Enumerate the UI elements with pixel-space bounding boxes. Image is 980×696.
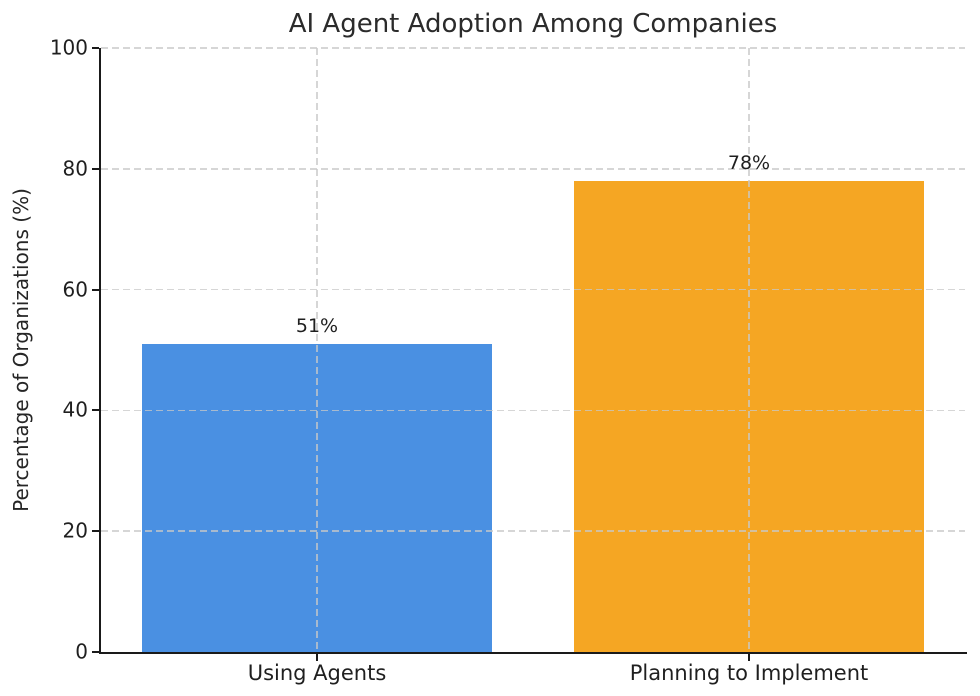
y-tick-mark xyxy=(92,651,99,653)
y-tick-label: 20 xyxy=(62,518,88,543)
horizontal-gridline xyxy=(101,409,965,412)
y-tick-label: 40 xyxy=(62,397,88,422)
y-tick-mark xyxy=(92,288,99,291)
y-axis-spine xyxy=(99,48,101,654)
y-tick-label: 0 xyxy=(75,639,88,664)
y-axis-label: Percentage of Organizations (%) xyxy=(9,188,33,512)
vertical-gridline xyxy=(316,48,318,652)
y-tick-mark xyxy=(92,530,99,533)
horizontal-gridline xyxy=(101,288,965,291)
y-tick-mark xyxy=(92,47,99,49)
y-tick-label: 80 xyxy=(62,156,88,181)
bar-value-label: 51% xyxy=(295,314,339,337)
plot-area: 0 20 40 60 80 100 51% Using Agents 78% Planning t… xyxy=(50,36,967,685)
x-tick-mark xyxy=(748,654,750,661)
y-tick-mark xyxy=(92,167,99,170)
bar-value-label: 78% xyxy=(727,151,771,174)
x-axis-spine xyxy=(99,652,967,654)
vertical-gridline xyxy=(748,48,750,652)
horizontal-gridline xyxy=(101,168,965,170)
y-tick-mark xyxy=(92,409,99,412)
horizontal-gridline xyxy=(101,530,965,532)
horizontal-gridline xyxy=(101,47,965,49)
y-tick-label: 60 xyxy=(62,277,88,302)
x-tick-label: Planning to Implement xyxy=(629,661,869,685)
x-tick-label: Using Agents xyxy=(247,661,387,685)
x-tick-mark xyxy=(316,654,318,661)
y-tick-label: 100 xyxy=(49,35,88,60)
chart-title: AI Agent Adoption Among Companies xyxy=(288,9,778,39)
